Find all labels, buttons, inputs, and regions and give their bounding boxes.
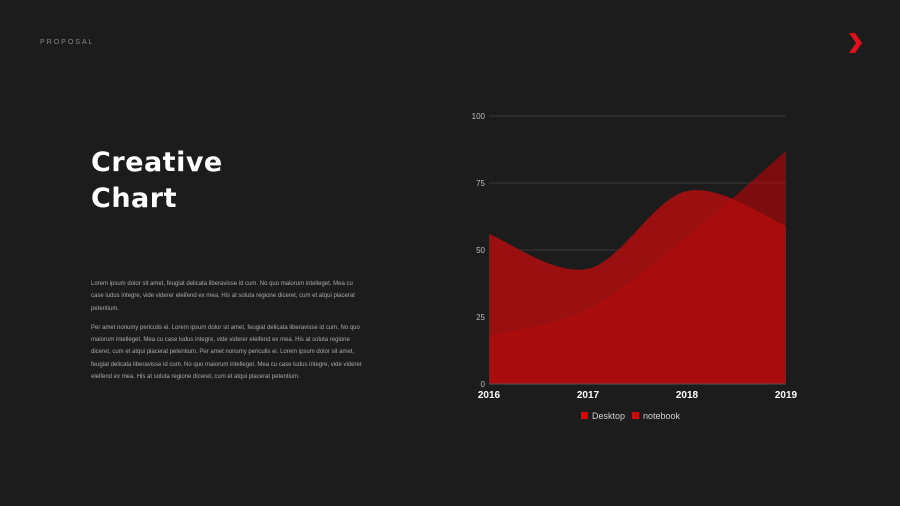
y-tick-label: 75 (476, 179, 485, 188)
paragraph-2: Per amet nonumy periculis ei. Lorem ipsu… (91, 324, 362, 381)
title-line-1: Creative (91, 147, 223, 178)
legend-swatch-desktop (581, 412, 588, 419)
title-line-2: Chart (91, 183, 177, 214)
y-tick-label: 50 (476, 246, 485, 255)
legend-swatch-notebook (632, 412, 639, 419)
series-area-notebook (489, 190, 786, 384)
body-text: Lorem ipsum dolor sit amet, feugiat deli… (91, 278, 363, 390)
y-tick-label: 0 (481, 380, 486, 389)
legend-label-notebook: notebook (643, 411, 681, 421)
y-tick-label: 100 (472, 112, 486, 121)
y-tick-label: 25 (476, 313, 485, 322)
slide-title: Creative Chart (91, 145, 351, 217)
chevron-logo-icon (849, 33, 862, 53)
x-tick-label: 2017 (577, 390, 600, 401)
paragraph-1: Lorem ipsum dolor sit amet, feugiat deli… (91, 281, 355, 312)
x-tick-label: 2016 (478, 390, 501, 401)
section-label: PROPOSAL (40, 39, 95, 46)
x-tick-label: 2018 (676, 390, 699, 401)
x-tick-label: 2019 (775, 390, 798, 401)
legend-label-desktop: Desktop (592, 411, 625, 421)
